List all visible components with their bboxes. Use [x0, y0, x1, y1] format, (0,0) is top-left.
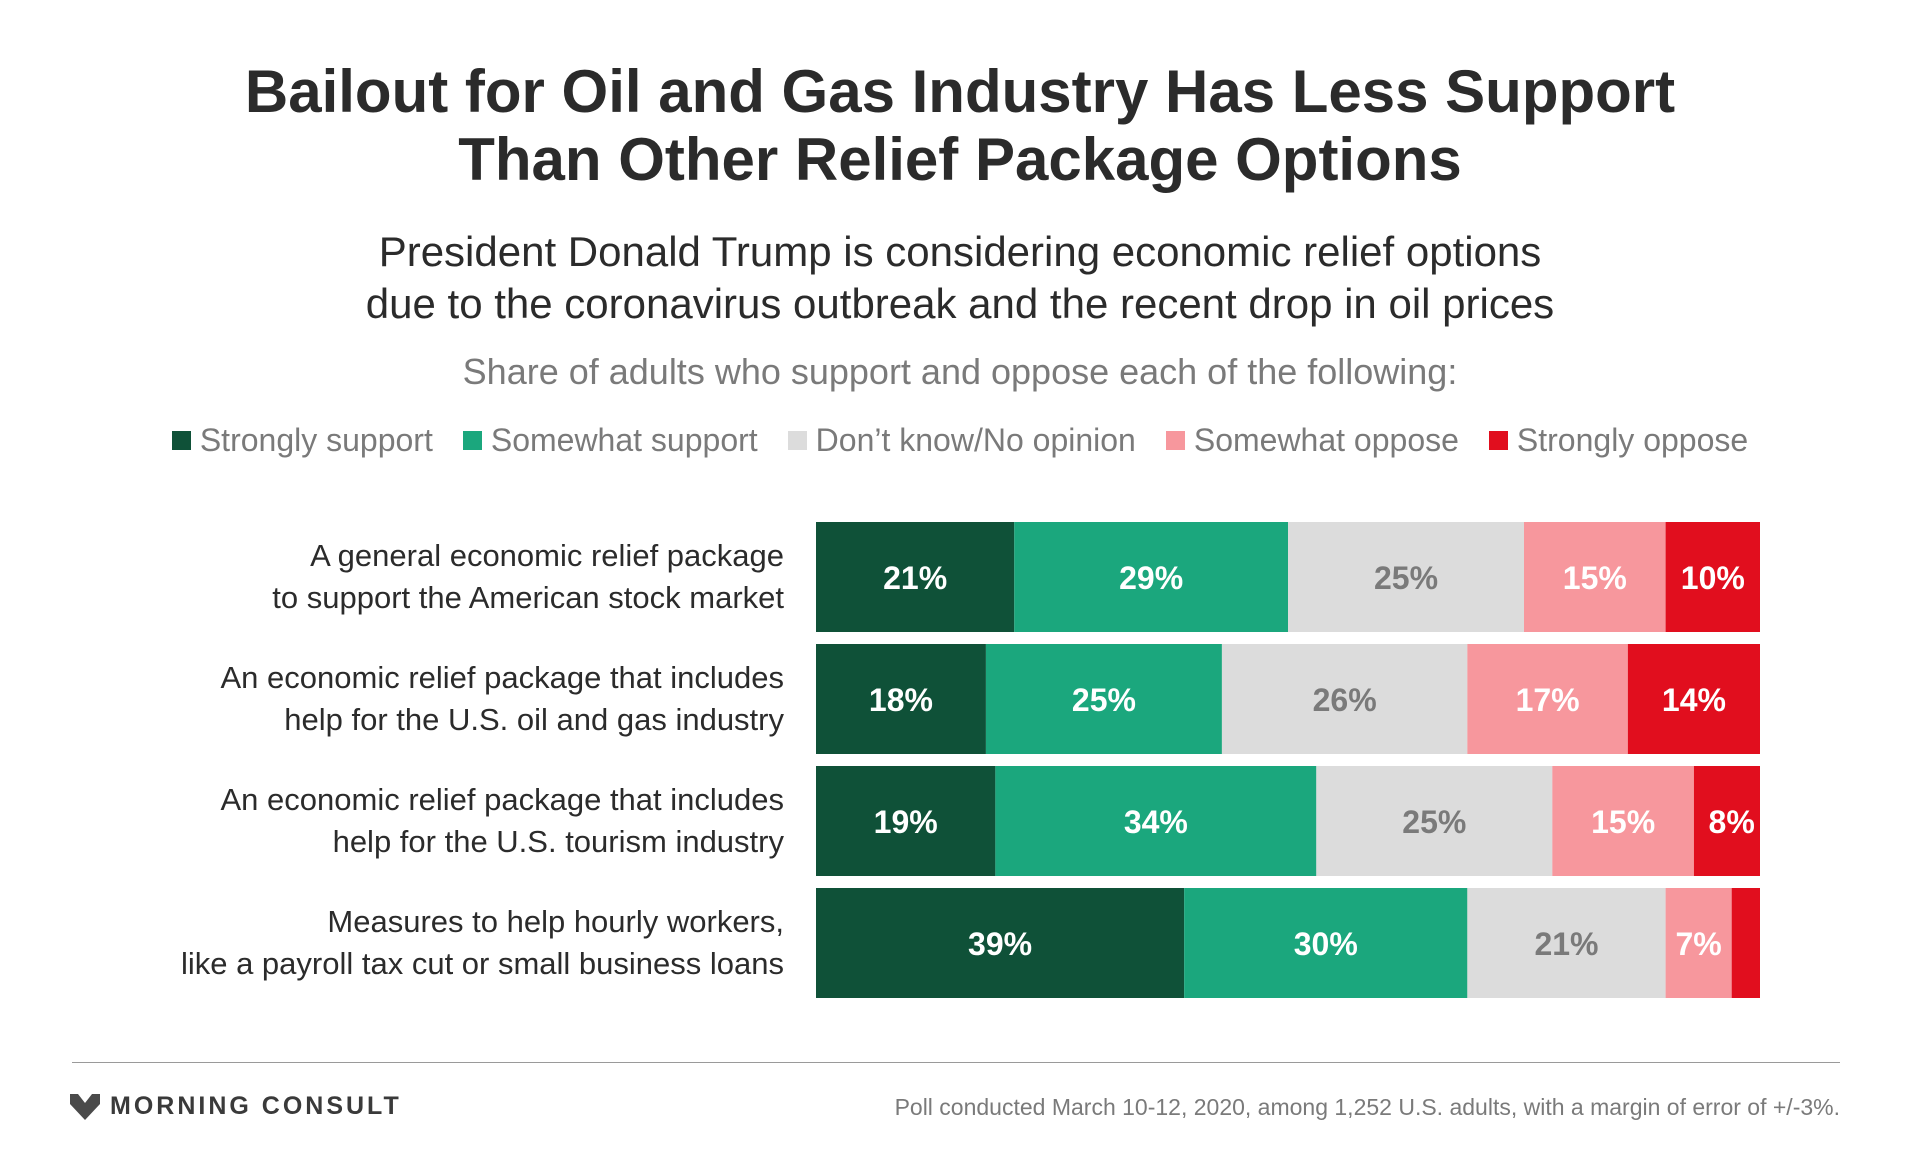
data-label: 34% [1124, 804, 1188, 840]
legend-swatch [1165, 430, 1185, 450]
bar-segment [1184, 888, 1468, 998]
data-label: 7% [1676, 926, 1722, 962]
category-labels: A general economic relief package to sup… [100, 522, 784, 1010]
bar-segment [1467, 888, 1666, 998]
bar-segment [1665, 888, 1732, 998]
category-label: A general economic relief package to sup… [100, 522, 784, 632]
legend-swatch [462, 430, 482, 450]
data-label: 25% [1072, 682, 1136, 718]
category-label-line: An economic relief package that includes [220, 660, 785, 695]
brand-name: MORNING CONSULT [110, 1092, 402, 1120]
bar-segment [1316, 766, 1553, 876]
bar-segment [1665, 522, 1760, 632]
bar-segment [816, 644, 986, 754]
title-line-2: Than Other Relief Package Options [458, 126, 1462, 193]
bar-segment [816, 766, 996, 876]
bar-segment [1552, 766, 1694, 876]
data-label: 25% [1374, 560, 1438, 596]
bar-segment [1627, 644, 1760, 754]
data-label: 8% [1709, 804, 1755, 840]
data-label: 15% [1563, 560, 1627, 596]
category-label-line: A general economic relief package [310, 538, 784, 573]
legend-item-strongly-support: Strongly support [171, 420, 433, 460]
data-label: 26% [1313, 682, 1377, 718]
data-label: 14% [1662, 682, 1726, 718]
category-label-line: like a payroll tax cut or small business… [180, 946, 784, 981]
bar-segment [1731, 888, 1760, 998]
legend-label: Strongly support [199, 422, 433, 458]
data-label: 18% [869, 682, 933, 718]
bar-segment [1524, 522, 1666, 632]
category-label: An economic relief package that includes… [100, 766, 785, 876]
data-label: 29% [1119, 560, 1183, 596]
legend-item-somewhat-support: Somewhat support [462, 420, 758, 460]
morning-consult-logo-icon [70, 1093, 100, 1120]
data-label: 17% [1516, 682, 1580, 718]
category-label-line: help for the U.S. oil and gas industry [284, 702, 784, 737]
category-label: Measures to help hourly workers, like a … [100, 888, 784, 998]
legend: Strongly support Somewhat support Don’t … [0, 420, 1920, 460]
category-label-line: to support the American stock market [272, 580, 784, 615]
category-label-line: Measures to help hourly workers, [327, 904, 784, 939]
brand-logo: MORNING CONSULT [70, 1092, 402, 1121]
legend-label: Strongly oppose [1516, 422, 1749, 458]
legend-label: Don’t know/No opinion [815, 422, 1136, 458]
legend-swatch [171, 430, 191, 450]
bar-segment [1693, 766, 1760, 876]
legend-item-no-opinion: Don’t know/No opinion [787, 420, 1136, 460]
data-label: 21% [883, 560, 947, 596]
data-label: 25% [1402, 804, 1466, 840]
bar-segment [816, 888, 1185, 998]
chart-title: Bailout for Oil and Gas Industry Has Les… [0, 58, 1920, 194]
category-label-line: An economic relief package that includes [220, 782, 785, 817]
bar-segment [1467, 644, 1628, 754]
data-label: 21% [1534, 926, 1598, 962]
bar-segment [1014, 522, 1288, 632]
category-label: An economic relief package that includes… [100, 644, 785, 754]
subtitle-line-2: due to the coronavirus outbreak and the … [365, 280, 1555, 327]
legend-item-strongly-oppose: Strongly oppose [1488, 420, 1749, 460]
subtitle-line-1: President Donald Trump is considering ec… [378, 228, 1542, 275]
legend-label: Somewhat oppose [1193, 422, 1459, 458]
bar-segment [1288, 522, 1524, 632]
bar-segment [1221, 644, 1468, 754]
legend-label: Somewhat support [490, 422, 758, 458]
legend-item-somewhat-oppose: Somewhat oppose [1165, 420, 1459, 460]
data-label: 39% [968, 926, 1032, 962]
chart-subtitle: President Donald Trump is considering ec… [0, 226, 1920, 330]
legend-swatch [787, 430, 807, 450]
footnote: Poll conducted March 10-12, 2020, among … [894, 1094, 1840, 1120]
legend-swatch [1488, 430, 1508, 450]
stacked-bar-chart: 21% 29% 25% 15% 10% 18% 25% 26% 17% 14% 19% 34% 25% 1… [816, 522, 1760, 998]
footer-divider [72, 1062, 1840, 1063]
bar-segment [816, 522, 1015, 632]
data-label: 10% [1681, 560, 1745, 596]
data-label: 15% [1591, 804, 1655, 840]
data-label: 19% [874, 804, 938, 840]
data-label: 30% [1294, 926, 1358, 962]
survey-question: Share of adults who support and oppose e… [462, 351, 1458, 392]
title-line-1: Bailout for Oil and Gas Industry Has Les… [244, 58, 1676, 125]
bar-segment [985, 644, 1222, 754]
category-label-line: help for the U.S. tourism industry [332, 824, 784, 859]
bar-segment [995, 766, 1317, 876]
